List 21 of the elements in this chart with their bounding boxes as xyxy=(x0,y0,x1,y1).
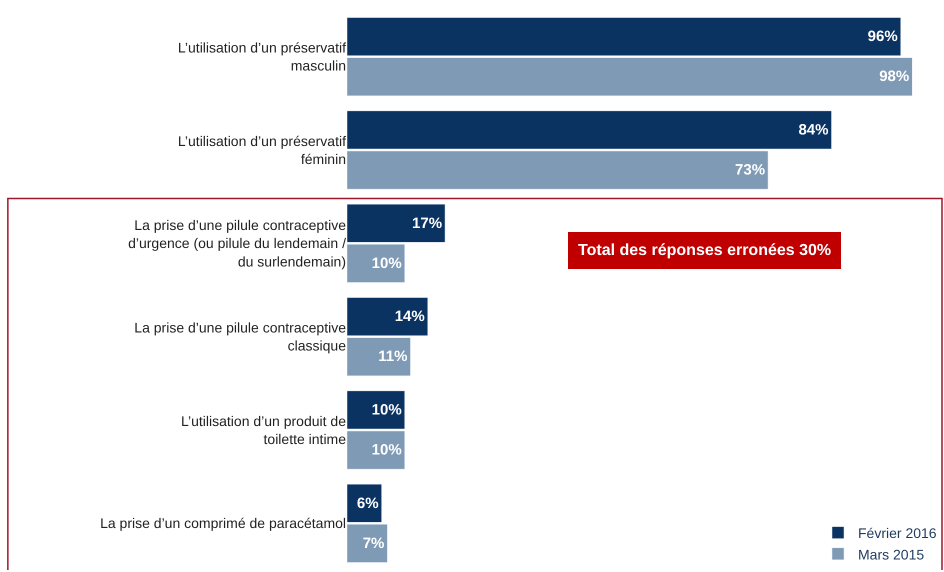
legend-label: Février 2016 xyxy=(858,525,937,542)
data-label: 84% xyxy=(798,121,828,138)
data-label: 73% xyxy=(735,162,766,179)
data-label: 96% xyxy=(868,28,898,46)
data-label: 10% xyxy=(372,401,402,418)
y-tick-label: La prise d’un comprimé de paracétamol xyxy=(100,515,346,532)
legend-label: Mars 2015 xyxy=(858,546,924,562)
data-label: 17% xyxy=(412,214,442,232)
data-label: 10% xyxy=(372,254,402,272)
data-label: 14% xyxy=(394,308,425,326)
y-tick-label: La prise d’une pilule contraceptive classique xyxy=(134,319,346,354)
y-tick-label: L’utilisation d’un produit de toilette intime xyxy=(180,412,346,447)
data-label: 98% xyxy=(879,68,910,86)
data-label: 11% xyxy=(378,348,408,366)
y-tick-label: La prise d’une pilule contraceptive d’urgence (ou pilule du lendemain / du surlendemain) xyxy=(128,217,346,270)
data-label: 6% xyxy=(356,494,379,512)
data-label: 7% xyxy=(362,534,384,552)
y-tick-label: L’utilisation d’un préservatif masculin xyxy=(178,39,346,74)
annotation: Total des réponses erronées 30% xyxy=(578,242,832,259)
data-label: 10% xyxy=(372,442,402,459)
y-tick-label: L’utilisation d’un préservatif féminin xyxy=(178,132,346,167)
